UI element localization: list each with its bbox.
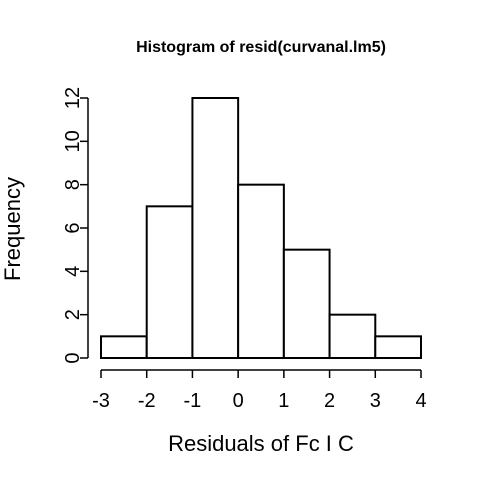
x-axis-label: Residuals of Fc I C <box>168 431 354 456</box>
y-tick-label: 0 <box>62 352 84 363</box>
x-tick-label: 1 <box>278 390 289 412</box>
histogram-bar <box>328 313 377 359</box>
y-tick-label: 4 <box>62 266 84 277</box>
x-tick-label: 0 <box>233 390 244 412</box>
chart-title: Histogram of resid(curvanal.lm5) <box>136 39 386 56</box>
y-axis: 0 2 4 6 8 10 12 <box>62 87 89 364</box>
x-tick-label: -3 <box>92 390 110 412</box>
histogram-bar <box>237 183 285 359</box>
histogram-bar <box>145 205 194 359</box>
y-tick-label: 8 <box>62 179 84 190</box>
histogram-bar <box>191 97 240 359</box>
histogram-bar <box>282 248 331 360</box>
y-tick-label: 12 <box>62 87 84 109</box>
x-tick-label: 2 <box>324 390 335 412</box>
y-axis-label: Frequency <box>0 177 25 281</box>
x-tick-label: 3 <box>370 390 381 412</box>
y-tick-label: 10 <box>62 130 84 152</box>
x-tick-label: -1 <box>184 390 202 412</box>
histogram-bars <box>100 97 422 360</box>
y-tick-label: 2 <box>62 309 84 320</box>
histogram-bar <box>100 335 148 360</box>
x-axis: -3 -2 -1 0 1 2 3 4 <box>92 369 427 412</box>
y-tick-label: 6 <box>62 222 84 233</box>
x-tick-label: -2 <box>138 390 156 412</box>
x-tick-label: 4 <box>415 390 426 412</box>
histogram-bar <box>374 335 422 360</box>
